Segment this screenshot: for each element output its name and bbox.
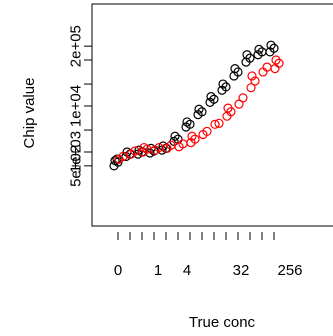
- data-point: [214, 118, 224, 128]
- data-point: [210, 119, 220, 129]
- data-point: [110, 156, 120, 166]
- y-tick-label: 1e+04: [68, 85, 85, 127]
- data-point: [246, 83, 256, 93]
- x-tick-label: 32: [233, 262, 250, 279]
- x-tick-label: 4: [183, 262, 191, 279]
- data-point: [274, 58, 284, 68]
- y-tick-label: 5e+02: [68, 145, 85, 187]
- x-tick-label: 1: [154, 262, 162, 279]
- data-point: [185, 119, 195, 129]
- data-point: [182, 117, 192, 127]
- data-point: [209, 94, 219, 104]
- data-point: [266, 40, 276, 50]
- data-point: [170, 131, 180, 141]
- y-tick-label: 2e+05: [68, 25, 85, 67]
- data-point: [271, 55, 281, 65]
- data-point: [238, 93, 248, 103]
- x-axis-title: True conc: [189, 314, 256, 331]
- data-point: [202, 126, 212, 137]
- y-tick-label: 1e+03: [68, 131, 85, 173]
- data-point: [197, 107, 207, 117]
- x-tick-label: 0: [114, 262, 122, 279]
- data-point: [190, 134, 200, 144]
- data-point: [247, 71, 257, 81]
- data-point: [206, 92, 216, 102]
- data-point: [218, 79, 228, 89]
- data-point: [139, 142, 149, 153]
- data-point: [118, 151, 128, 162]
- data-point: [250, 76, 260, 86]
- data-point: [230, 64, 240, 74]
- y-axis-title: Chip value: [21, 78, 38, 149]
- axis-labels: True conc Chip value: [21, 78, 256, 331]
- data-point: [187, 131, 197, 141]
- plot-frame: [91, 3, 333, 227]
- data-point: [270, 64, 280, 74]
- data-point: [269, 43, 279, 53]
- data-point: [242, 50, 252, 60]
- data-points: [109, 40, 284, 171]
- data-point: [194, 104, 204, 114]
- data-point: [221, 82, 231, 92]
- data-point: [223, 103, 233, 113]
- x-tick-label: 256: [277, 262, 302, 279]
- data-point: [254, 44, 264, 54]
